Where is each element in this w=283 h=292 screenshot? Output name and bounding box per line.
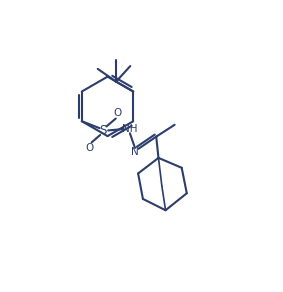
Text: N: N	[131, 147, 139, 157]
Text: O: O	[113, 108, 122, 118]
Text: O: O	[85, 143, 94, 153]
Text: S: S	[99, 124, 107, 137]
Text: NH: NH	[122, 124, 138, 134]
